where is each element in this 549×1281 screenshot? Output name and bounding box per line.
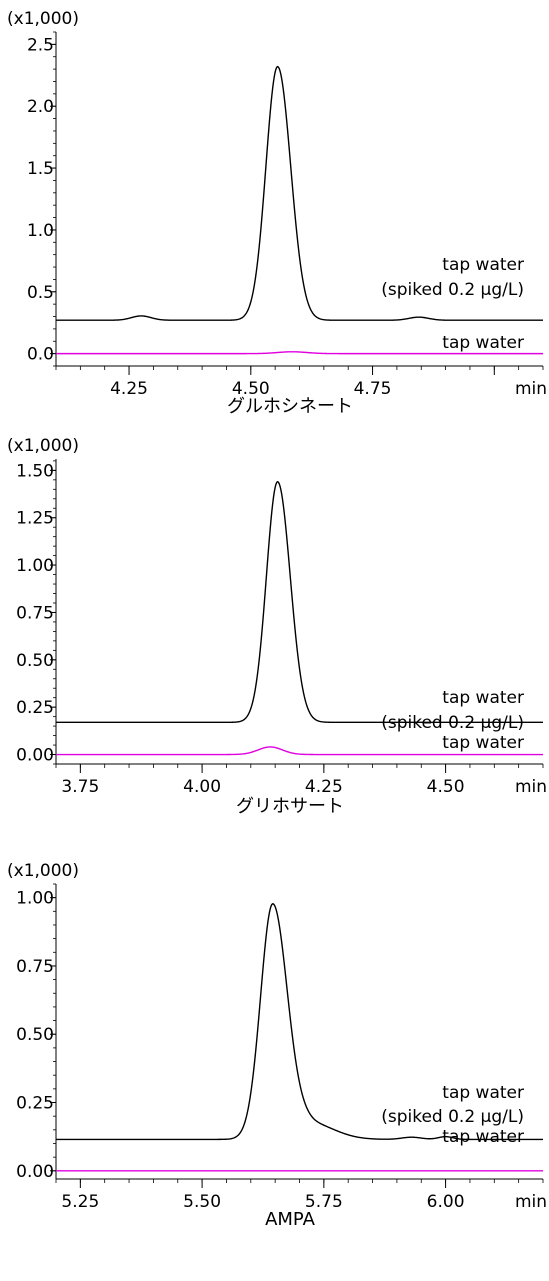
y-tick-label: 1.00 bbox=[16, 889, 54, 909]
y-tick-label: 0.50 bbox=[16, 651, 54, 671]
series-label-spiked: tap water bbox=[442, 1083, 524, 1103]
x-tick-label: 4.00 bbox=[183, 777, 221, 797]
x-axis-label: min bbox=[515, 1192, 547, 1212]
y-tick-label: 1.00 bbox=[16, 556, 54, 576]
y-tick-label: 1.5 bbox=[27, 159, 54, 179]
series-line-tap-water bbox=[56, 746, 543, 756]
series-line-spiked bbox=[56, 65, 543, 321]
x-tick-label: 5.50 bbox=[183, 1192, 221, 1212]
series-line-spiked bbox=[56, 902, 543, 1141]
series-label-spiked: tap water bbox=[442, 688, 524, 708]
y-multiplier-label: (x1,000) bbox=[7, 861, 79, 881]
x-tick-label: 4.25 bbox=[110, 379, 148, 399]
y-tick-label: 1.50 bbox=[16, 461, 54, 481]
y-multiplier-label: (x1,000) bbox=[7, 9, 79, 29]
chromatogram-panel-ampa: 0.00 0.25 0.50 0.75 1.00 5.25 5.50 5.75 6.00 min (… bbox=[0, 854, 549, 1281]
series-label-spiked: tap water bbox=[442, 255, 524, 275]
y-tick-label: 2.0 bbox=[27, 97, 54, 117]
chart-title: グリホサート bbox=[236, 796, 344, 817]
chart-title: AMPA bbox=[265, 1209, 316, 1230]
x-tick-label: 5.75 bbox=[305, 1192, 343, 1212]
y-tick-label: 1.25 bbox=[16, 509, 54, 529]
series-label-tap-water: tap water bbox=[442, 333, 524, 353]
x-tick-label: 4.50 bbox=[427, 777, 465, 797]
x-tick-label: 6.00 bbox=[427, 1192, 465, 1212]
series-label-tap-water: tap water bbox=[442, 733, 524, 753]
series-label-tap-water: tap water bbox=[442, 1127, 524, 1147]
y-tick-label: 0.0 bbox=[27, 345, 54, 365]
chart-title: グルホシネート bbox=[227, 396, 353, 417]
y-tick-label: 0.75 bbox=[16, 957, 54, 977]
y-tick-label: 0.75 bbox=[16, 603, 54, 623]
y-tick-label: 2.5 bbox=[27, 35, 54, 55]
y-tick-label: 1.0 bbox=[27, 221, 54, 241]
chart-svg: 0.0 0.5 1.0 1.5 2.0 2.5 4.25 4.50 4.75 min (x1,000… bbox=[7, 9, 547, 417]
y-tick-label: 0.25 bbox=[16, 1094, 54, 1114]
x-tick-label: 4.50 bbox=[232, 379, 270, 399]
series-label-spiked: (spiked 0.2 µg/L) bbox=[381, 280, 524, 300]
series-label-spiked: (spiked 0.2 µg/L) bbox=[381, 713, 524, 733]
y-tick-label: 0.5 bbox=[27, 283, 54, 303]
x-tick-label: 3.75 bbox=[61, 777, 99, 797]
x-tick-label: 5.25 bbox=[61, 1192, 99, 1212]
chart-svg: 0.00 0.25 0.50 0.75 1.00 1.25 1.50 3.75 4.00 4.25… bbox=[7, 436, 547, 817]
y-multiplier-label: (x1,000) bbox=[7, 436, 79, 456]
x-tick-label: 4.75 bbox=[354, 379, 392, 399]
y-tick-label: 0.00 bbox=[16, 746, 54, 766]
y-tick-label: 0.50 bbox=[16, 1025, 54, 1045]
x-axis-label: min bbox=[515, 379, 547, 399]
x-axis-label: min bbox=[515, 777, 547, 797]
y-tick-label: 0.00 bbox=[16, 1162, 54, 1182]
y-tick-label: 0.25 bbox=[16, 698, 54, 718]
chromatogram-panel-glufosinate: 0.0 0.5 1.0 1.5 2.0 2.5 4.25 4.50 4.75 min (x1,000… bbox=[0, 0, 549, 427]
chromatogram-panel-glyphosate: 0.00 0.25 0.50 0.75 1.00 1.25 1.50 3.75 4.00 4.25… bbox=[0, 427, 549, 854]
series-line-spiked bbox=[56, 480, 543, 724]
x-tick-label: 4.25 bbox=[305, 777, 343, 797]
series-line-tap-water bbox=[56, 351, 543, 355]
chart-svg: 0.00 0.25 0.50 0.75 1.00 5.25 5.50 5.75 6.00 min (… bbox=[7, 861, 547, 1230]
series-label-spiked: (spiked 0.2 µg/L) bbox=[381, 1107, 524, 1127]
